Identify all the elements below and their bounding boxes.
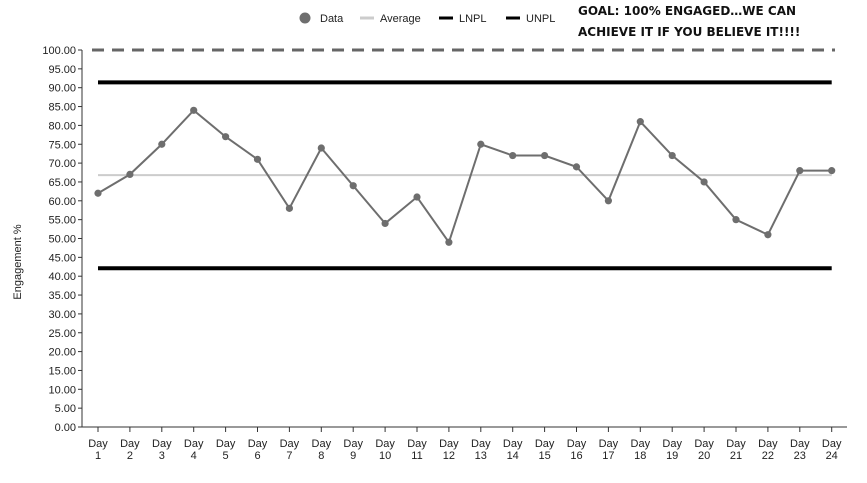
x-tick-label: Day 6	[248, 438, 268, 462]
data-point	[253, 155, 262, 163]
y-tick-label: 65.00	[48, 177, 76, 189]
data-point	[381, 219, 389, 228]
x-tick-label: Day 11	[407, 438, 427, 462]
data-point	[413, 193, 421, 201]
y-tick-label: 95.00	[48, 64, 76, 76]
data-point	[445, 238, 453, 246]
y-tick-label: 55.00	[48, 215, 76, 227]
x-tick-label: Day 8	[312, 438, 332, 462]
data-point	[94, 189, 102, 197]
y-tick-label: 90.00	[48, 83, 76, 95]
y-tick-label: 60.00	[48, 196, 76, 208]
x-tick-label: Day 7	[280, 438, 300, 462]
data-point	[285, 204, 293, 212]
y-tick-label: 15.00	[48, 365, 76, 377]
data-point	[349, 182, 357, 190]
y-tick-label: 0.00	[55, 422, 76, 434]
data-point	[572, 163, 581, 171]
x-tick-label: Day 20	[694, 438, 714, 462]
axes: 0.00 5.00 10.00 15.00 20.00 25.00 30.00 35.00 40…	[42, 45, 847, 462]
legend-label-lnpl: LNPL	[459, 13, 487, 25]
x-tick-label: Day 1	[88, 438, 108, 462]
y-tick-label: 100.00	[42, 45, 76, 57]
data-point	[541, 151, 549, 160]
data-point	[636, 118, 644, 126]
x-tick-label: Day 4	[184, 438, 204, 462]
goal-annotation-line-1: GOAL: 100% ENGAGED…WE CAN	[578, 4, 796, 18]
data-series	[94, 106, 836, 246]
data-point	[222, 133, 230, 141]
data-point	[604, 197, 613, 205]
x-tick-label: Day 16	[567, 438, 587, 462]
x-tick-label: Day 5	[216, 438, 236, 462]
goal-annotation-line-2: ACHIEVE IT IF YOU BELIEVE IT!!!!	[578, 25, 800, 39]
data-point	[190, 106, 198, 114]
y-tick-label: 30.00	[48, 309, 76, 321]
legend-label-average: Average	[380, 13, 421, 25]
x-tick-label: Day 2	[120, 438, 140, 462]
x-tick-label: Day 12	[439, 438, 459, 462]
x-tick-label: Day 15	[535, 438, 555, 462]
y-tick-label: 25.00	[48, 328, 76, 340]
x-tick-label: Day 23	[790, 438, 810, 462]
x-tick-label: Day 10	[375, 438, 395, 462]
data-point	[158, 140, 166, 148]
x-tick-label: Day 9	[343, 438, 363, 462]
y-tick-label: 70.00	[48, 158, 76, 170]
y-tick-label: 85.00	[48, 102, 76, 114]
y-axis-label: Engagement %	[12, 224, 24, 299]
x-tick-label: Day 18	[631, 438, 651, 462]
y-tick-label: 20.00	[48, 347, 76, 359]
legend: Data Average LNPL UNPL	[299, 12, 555, 25]
data-point	[126, 170, 134, 179]
x-tick-label: Day 17	[599, 438, 619, 462]
data-point	[317, 144, 325, 152]
data-point	[828, 167, 836, 175]
goal-annotation: GOAL: 100% ENGAGED…WE CAN ACHIEVE IT IF …	[578, 4, 800, 39]
y-tick-label: 45.00	[48, 252, 76, 264]
x-tick-label: Day 22	[758, 438, 778, 462]
data-point	[764, 231, 772, 239]
data-point	[477, 140, 485, 148]
legend-marker-data	[299, 12, 311, 24]
data-point	[668, 151, 676, 160]
data-series-line	[97, 108, 832, 245]
x-tick-label: Day 24	[822, 438, 842, 462]
x-tick-label: Day 14	[503, 438, 523, 462]
data-point	[796, 167, 804, 175]
legend-label-unpl: UNPL	[526, 13, 555, 25]
x-tick-label: Day 21	[726, 438, 746, 462]
y-tick-label: 10.00	[48, 384, 76, 396]
y-tick-label: 5.00	[55, 403, 76, 415]
data-point	[732, 216, 740, 224]
y-tick-label: 75.00	[48, 139, 76, 151]
y-tick-label: 50.00	[48, 234, 76, 246]
data-point	[700, 178, 708, 186]
y-tick-label: 40.00	[48, 271, 76, 283]
y-tick-label: 35.00	[48, 290, 76, 302]
data-point	[509, 151, 517, 160]
x-tick-label: Day 13	[471, 438, 491, 462]
reference-lines	[92, 48, 835, 271]
x-tick-label: Day 19	[662, 438, 682, 462]
legend-label-data: Data	[320, 13, 344, 25]
y-tick-label: 80.00	[48, 120, 76, 132]
x-tick-label: Day 3	[152, 438, 172, 462]
